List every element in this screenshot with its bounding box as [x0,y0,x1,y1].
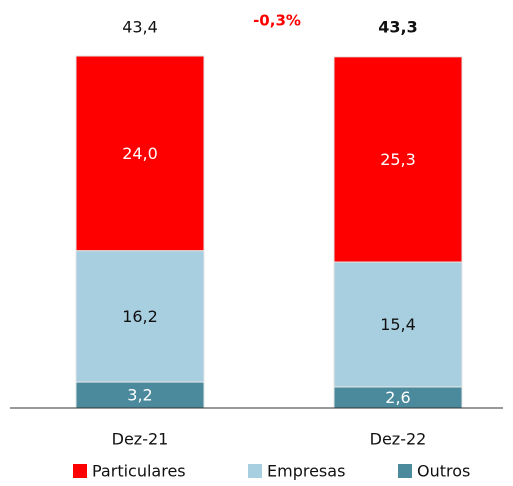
value-label: 25,3 [380,150,416,169]
legend-swatch [73,464,87,478]
x-tick-label: Dez-22 [370,430,427,449]
value-label: 3,2 [127,386,152,405]
total-label: 43,3 [378,18,417,37]
legend-swatch [398,464,412,478]
legend-label: Particulares [92,462,186,481]
bar-segment [333,56,463,263]
x-tick-label: Dez-21 [112,430,169,449]
bar-segment [75,250,205,383]
total-label: 43,4 [122,18,158,37]
bar-segment [75,55,205,252]
value-label: 24,0 [122,144,158,163]
value-label: 16,2 [122,307,158,326]
change-annotation: -0,3% [253,12,301,30]
bar-segment [75,381,205,409]
legend-swatch [248,464,262,478]
value-label: 15,4 [380,315,416,334]
value-label: 2,6 [385,388,410,407]
bar-segment [333,261,463,388]
legend-label: Outros [417,462,470,481]
legend-label: Empresas [267,462,345,481]
